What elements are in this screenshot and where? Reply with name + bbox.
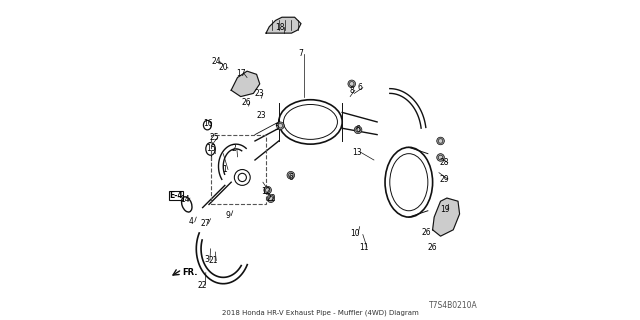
- Text: 22: 22: [197, 281, 207, 290]
- Text: 29: 29: [440, 174, 449, 184]
- Text: 19: 19: [440, 205, 449, 214]
- Text: 9: 9: [225, 211, 230, 220]
- Text: T7S4B0210A: T7S4B0210A: [429, 301, 477, 310]
- Text: 5: 5: [275, 123, 280, 132]
- Circle shape: [287, 172, 294, 179]
- Circle shape: [436, 154, 444, 161]
- Text: 8: 8: [349, 86, 354, 95]
- Circle shape: [355, 126, 362, 134]
- Text: 6: 6: [289, 173, 293, 182]
- Text: 13: 13: [352, 148, 362, 156]
- Text: 15: 15: [207, 144, 216, 153]
- Text: 25: 25: [210, 133, 220, 142]
- Text: 2018 Honda HR-V Exhaust Pipe - Muffler (4WD) Diagram: 2018 Honda HR-V Exhaust Pipe - Muffler (…: [221, 309, 419, 316]
- Text: 2: 2: [231, 144, 236, 153]
- Text: 27: 27: [200, 219, 210, 228]
- Circle shape: [348, 80, 356, 88]
- Text: 26: 26: [422, 228, 431, 237]
- Text: 26: 26: [428, 243, 437, 252]
- Circle shape: [349, 82, 354, 86]
- Polygon shape: [266, 17, 301, 33]
- Polygon shape: [433, 198, 460, 236]
- Text: 1: 1: [223, 165, 227, 174]
- Circle shape: [266, 188, 270, 192]
- Text: FR.: FR.: [182, 268, 198, 277]
- Circle shape: [267, 195, 275, 203]
- Circle shape: [269, 196, 273, 201]
- Text: 23: 23: [255, 89, 264, 98]
- Circle shape: [276, 122, 284, 130]
- Text: 3: 3: [204, 255, 209, 264]
- Text: 20: 20: [218, 62, 228, 72]
- Text: 6: 6: [356, 125, 360, 134]
- Circle shape: [436, 137, 444, 145]
- Text: 17: 17: [236, 69, 246, 78]
- Text: 10: 10: [350, 229, 360, 238]
- Text: 12: 12: [261, 187, 271, 196]
- Text: 16: 16: [204, 119, 213, 128]
- Text: 18: 18: [276, 23, 285, 32]
- Text: 22: 22: [266, 194, 276, 203]
- Text: 23: 23: [257, 111, 266, 120]
- Circle shape: [264, 186, 271, 194]
- Text: E-4: E-4: [169, 191, 183, 200]
- Text: 28: 28: [440, 158, 449, 167]
- Text: 6: 6: [357, 83, 362, 92]
- Text: 21: 21: [209, 256, 218, 265]
- Circle shape: [289, 173, 293, 178]
- Text: 14: 14: [180, 195, 189, 204]
- Circle shape: [438, 139, 443, 143]
- Text: 26: 26: [241, 98, 252, 107]
- Polygon shape: [231, 71, 260, 97]
- Text: 4: 4: [189, 217, 194, 226]
- Circle shape: [278, 124, 283, 128]
- Text: 11: 11: [359, 243, 369, 252]
- Circle shape: [438, 155, 443, 160]
- Circle shape: [356, 128, 360, 132]
- Text: 7: 7: [298, 49, 303, 58]
- Text: 24: 24: [211, 57, 221, 66]
